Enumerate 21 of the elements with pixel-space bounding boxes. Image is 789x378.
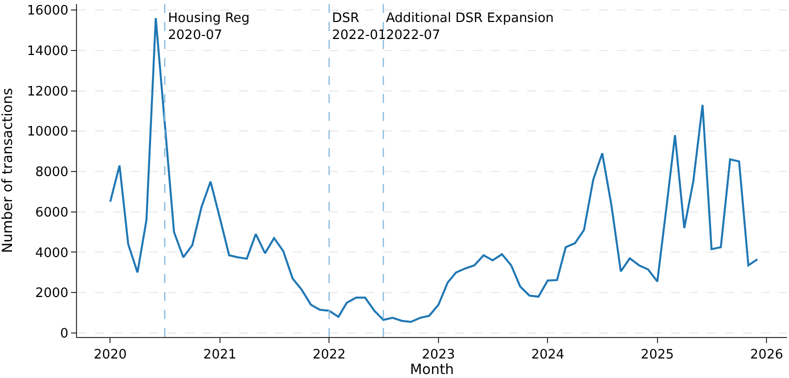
y-tick-label: 6000 (35, 205, 68, 220)
x-tick-label: 2025 (640, 348, 674, 363)
ref-line-label: Additional DSR Expansion 2022-07 (386, 11, 554, 43)
x-tick-label: 2023 (422, 348, 455, 363)
y-axis-title: Number of transactions (0, 88, 16, 254)
ref-line-label: Housing Reg 2020-07 (168, 11, 250, 43)
x-tick-label: 2021 (203, 348, 236, 363)
x-tick-label: 2022 (312, 348, 346, 363)
x-tick-label: 2024 (531, 348, 564, 363)
x-tick-label: 2026 (750, 348, 784, 363)
x-axis-title: Month (410, 362, 454, 378)
ref-line-label: DSR 2022-01 (332, 11, 386, 43)
y-tick-label: 12000 (27, 84, 68, 100)
y-tick-label: 10000 (27, 124, 68, 140)
y-tick-label: 14000 (27, 44, 68, 59)
y-tick-label: 8000 (35, 165, 68, 180)
y-tick-label: 2000 (35, 286, 68, 302)
x-tick-label: 2020 (94, 348, 127, 363)
y-tick-label: 4000 (35, 246, 68, 261)
y-tick-label: 16000 (27, 4, 68, 19)
y-tick-label: 0 (60, 326, 68, 342)
